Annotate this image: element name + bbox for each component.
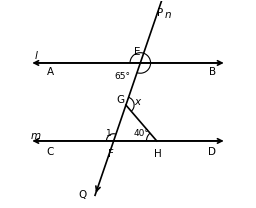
Text: P: P — [157, 8, 163, 18]
Text: x: x — [134, 97, 140, 107]
Text: E: E — [134, 47, 141, 57]
Text: B: B — [209, 67, 216, 77]
Text: F: F — [108, 149, 113, 159]
Text: m: m — [30, 131, 41, 141]
Text: 1: 1 — [106, 129, 111, 138]
Text: 40°: 40° — [133, 129, 149, 138]
Text: Q: Q — [79, 190, 87, 200]
Text: C: C — [46, 147, 54, 157]
Text: A: A — [46, 67, 54, 77]
Text: D: D — [208, 147, 216, 157]
Text: l: l — [34, 51, 37, 61]
Text: H: H — [154, 149, 162, 159]
Text: G: G — [117, 95, 125, 105]
Text: 65°: 65° — [115, 72, 131, 81]
Text: n: n — [165, 10, 171, 20]
